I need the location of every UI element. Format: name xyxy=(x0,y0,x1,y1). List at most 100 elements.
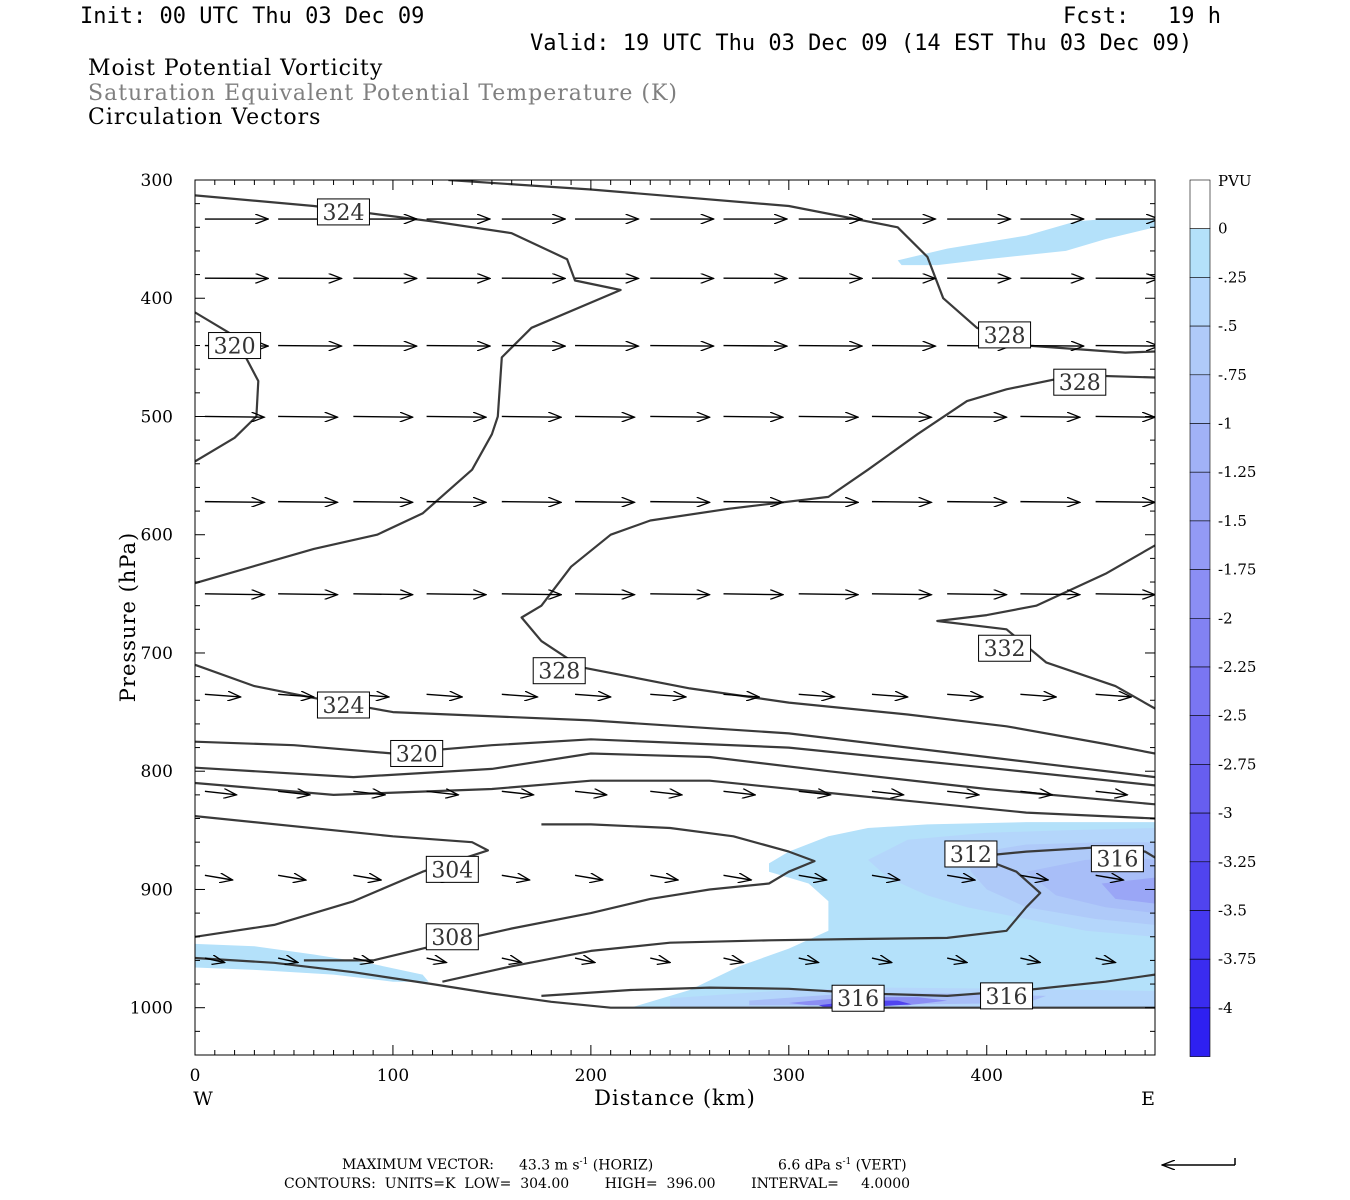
vector-7-12 xyxy=(1095,791,1128,795)
contour-label-text: 328 xyxy=(538,660,580,685)
vector-7-10 xyxy=(947,791,979,795)
contour-label-box xyxy=(425,855,479,883)
vector-5-8 xyxy=(798,594,858,595)
title-mpv: Moist Potential Vorticity xyxy=(88,56,384,81)
colorbar-cell-1 xyxy=(1189,228,1211,278)
colorbar-cell-8 xyxy=(1189,569,1211,619)
axes: 300 400 500 600 700 800 900 1000 0 100 200 300 400 W E… xyxy=(116,171,1155,1110)
vector-8-0 xyxy=(204,875,233,880)
contour-label-11: 308 xyxy=(425,923,479,951)
max-vector-horiz-exp: -1 xyxy=(579,1157,589,1167)
vector-2-9 xyxy=(871,346,935,347)
contour-label-9: 312 xyxy=(944,840,998,868)
vector-5-1 xyxy=(278,594,337,595)
vector-9-4 xyxy=(501,958,522,962)
pv-colorbar: PVU 0 -.25 -.5 -.75 -1 -1.25 -1.5 -1.75 -2 -2.25 -2… xyxy=(1189,172,1256,1057)
y-tick-label: 300 xyxy=(141,171,173,191)
colorbar-cell-0 xyxy=(1189,179,1211,230)
vector-2-4 xyxy=(501,346,565,347)
colorbar-cell-6 xyxy=(1189,471,1211,522)
contour-label-text: 316 xyxy=(837,987,879,1012)
colorbar-cell-4 xyxy=(1189,374,1211,424)
vector-7-4 xyxy=(501,791,534,795)
vector-7-3 xyxy=(426,791,459,795)
contour-line-4 xyxy=(936,544,1155,710)
colorbar-units: PVU xyxy=(1218,172,1252,190)
contour-label-box xyxy=(532,657,586,685)
contour-label-text: 328 xyxy=(1059,371,1101,396)
vector-4-11 xyxy=(1020,502,1079,503)
vector-8-9 xyxy=(871,875,900,880)
title-theta-es: Saturation Equivalent Potential Temperat… xyxy=(88,81,678,106)
vector-7-6 xyxy=(650,791,682,795)
y-tick-label: 600 xyxy=(141,526,173,546)
colorbar-cell-9 xyxy=(1189,617,1211,668)
vector-5-7 xyxy=(723,594,782,595)
vector-8-5 xyxy=(574,875,603,880)
vector-8-1 xyxy=(278,875,306,880)
vector-9-1 xyxy=(277,958,298,962)
colorbar-cell-12 xyxy=(1189,764,1211,814)
vector-9-11 xyxy=(1020,958,1040,962)
vector-9-2 xyxy=(353,958,373,962)
vector-4-5 xyxy=(575,502,634,503)
x-tick-label: 0 xyxy=(190,1066,201,1086)
vector-5-6 xyxy=(650,594,709,595)
vector-7-11 xyxy=(1020,791,1052,795)
colorbar-label: -3.75 xyxy=(1218,950,1256,968)
vector-6-1 xyxy=(278,694,314,697)
colorbar-cell-2 xyxy=(1189,277,1211,327)
vector-9-7 xyxy=(723,958,743,962)
pv-region-1 xyxy=(195,943,429,982)
vector-3-9 xyxy=(871,416,931,417)
colorbar-label: -3.5 xyxy=(1218,902,1247,920)
vector-6-12 xyxy=(1095,694,1132,697)
contour-label-text: 308 xyxy=(431,926,473,951)
vector-5-2 xyxy=(353,594,412,595)
contour-label-box xyxy=(425,923,479,951)
vector-6-3 xyxy=(426,694,463,697)
vector-9-8 xyxy=(798,958,819,962)
contour-line-3 xyxy=(520,374,1155,755)
vector-4-10 xyxy=(947,502,1006,503)
vector-6-6 xyxy=(650,694,686,697)
vector-6-8 xyxy=(798,694,835,697)
contour-label-box xyxy=(390,739,444,767)
contour-line-6 xyxy=(195,738,1155,787)
contour-label-text: 316 xyxy=(986,985,1028,1010)
vector-5-3 xyxy=(426,594,486,595)
vector-3-4 xyxy=(501,416,561,417)
y-tick-label: 900 xyxy=(141,880,173,900)
contour-label-text: 316 xyxy=(1096,848,1138,873)
contour-label-text: 320 xyxy=(396,742,438,767)
colorbar-label: -2.75 xyxy=(1218,755,1256,773)
contour-label-3: 328 xyxy=(1053,368,1107,396)
vector-4-12 xyxy=(1095,502,1155,503)
max-vector-vert-exp: -1 xyxy=(842,1157,852,1167)
contour-line-12 xyxy=(442,845,1155,983)
y-tick-label: 800 xyxy=(141,762,173,782)
y-tick-label: 500 xyxy=(141,407,173,427)
vector-6-4 xyxy=(501,694,538,697)
contour-info: CONTOURS: UNITS=K LOW= 304.00 HIGH= 396.… xyxy=(284,1176,911,1192)
contour-line-7 xyxy=(195,752,1155,806)
valid-time: Valid: 19 UTC Thu 03 Dec 09 (14 EST Thu … xyxy=(530,31,1193,56)
contour-label-13: 316 xyxy=(980,982,1034,1010)
vector-3-6 xyxy=(650,416,709,417)
vector-9-6 xyxy=(650,958,670,962)
vector-3-3 xyxy=(426,416,486,417)
vector-3-5 xyxy=(575,416,634,417)
y-tick-label: 1000 xyxy=(130,999,173,1019)
plot-frame xyxy=(194,179,1156,1056)
contour-label-text: 304 xyxy=(431,858,473,883)
vector-5-0 xyxy=(204,594,264,595)
vector-9-3 xyxy=(426,958,447,962)
contour-label-12: 316 xyxy=(831,984,885,1012)
title-vectors: Circulation Vectors xyxy=(88,105,322,130)
x-tick-label: 300 xyxy=(773,1066,805,1086)
vector-6-10 xyxy=(947,694,983,697)
contour-label-box xyxy=(316,691,370,719)
vector-8-12 xyxy=(1095,875,1124,880)
vector-2-12 xyxy=(1095,346,1155,347)
